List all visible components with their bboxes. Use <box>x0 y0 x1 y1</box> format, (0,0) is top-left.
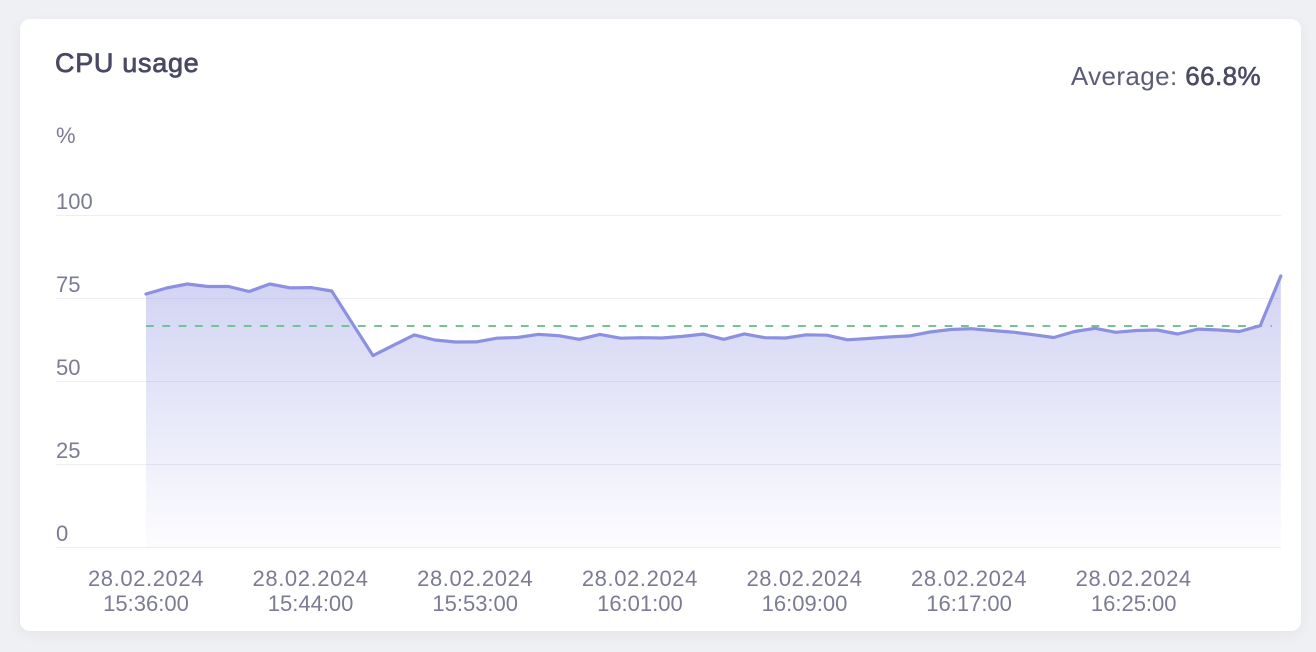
svg-text:15:53:00: 15:53:00 <box>432 591 518 616</box>
svg-text:%: % <box>56 123 76 148</box>
svg-text:28.02.2024: 28.02.2024 <box>746 566 862 591</box>
svg-text:28.02.2024: 28.02.2024 <box>582 566 698 591</box>
svg-text:28.02.2024: 28.02.2024 <box>417 566 533 591</box>
svg-text:16:17:00: 16:17:00 <box>926 591 1012 616</box>
svg-text:28.02.2024: 28.02.2024 <box>911 566 1027 591</box>
svg-text:15:36:00: 15:36:00 <box>103 591 189 616</box>
svg-text:25: 25 <box>56 438 80 463</box>
svg-text:28.02.2024: 28.02.2024 <box>88 566 204 591</box>
svg-text:28.02.2024: 28.02.2024 <box>253 566 369 591</box>
svg-text:100: 100 <box>56 189 93 214</box>
svg-text:16:25:00: 16:25:00 <box>1091 591 1177 616</box>
svg-text:16:09:00: 16:09:00 <box>762 591 848 616</box>
svg-text:50: 50 <box>56 355 80 380</box>
svg-text:28.02.2024: 28.02.2024 <box>1076 566 1192 591</box>
svg-text:15:44:00: 15:44:00 <box>268 591 354 616</box>
svg-text:16:01:00: 16:01:00 <box>597 591 683 616</box>
svg-text:75: 75 <box>56 272 80 297</box>
svg-text:0: 0 <box>56 521 68 546</box>
